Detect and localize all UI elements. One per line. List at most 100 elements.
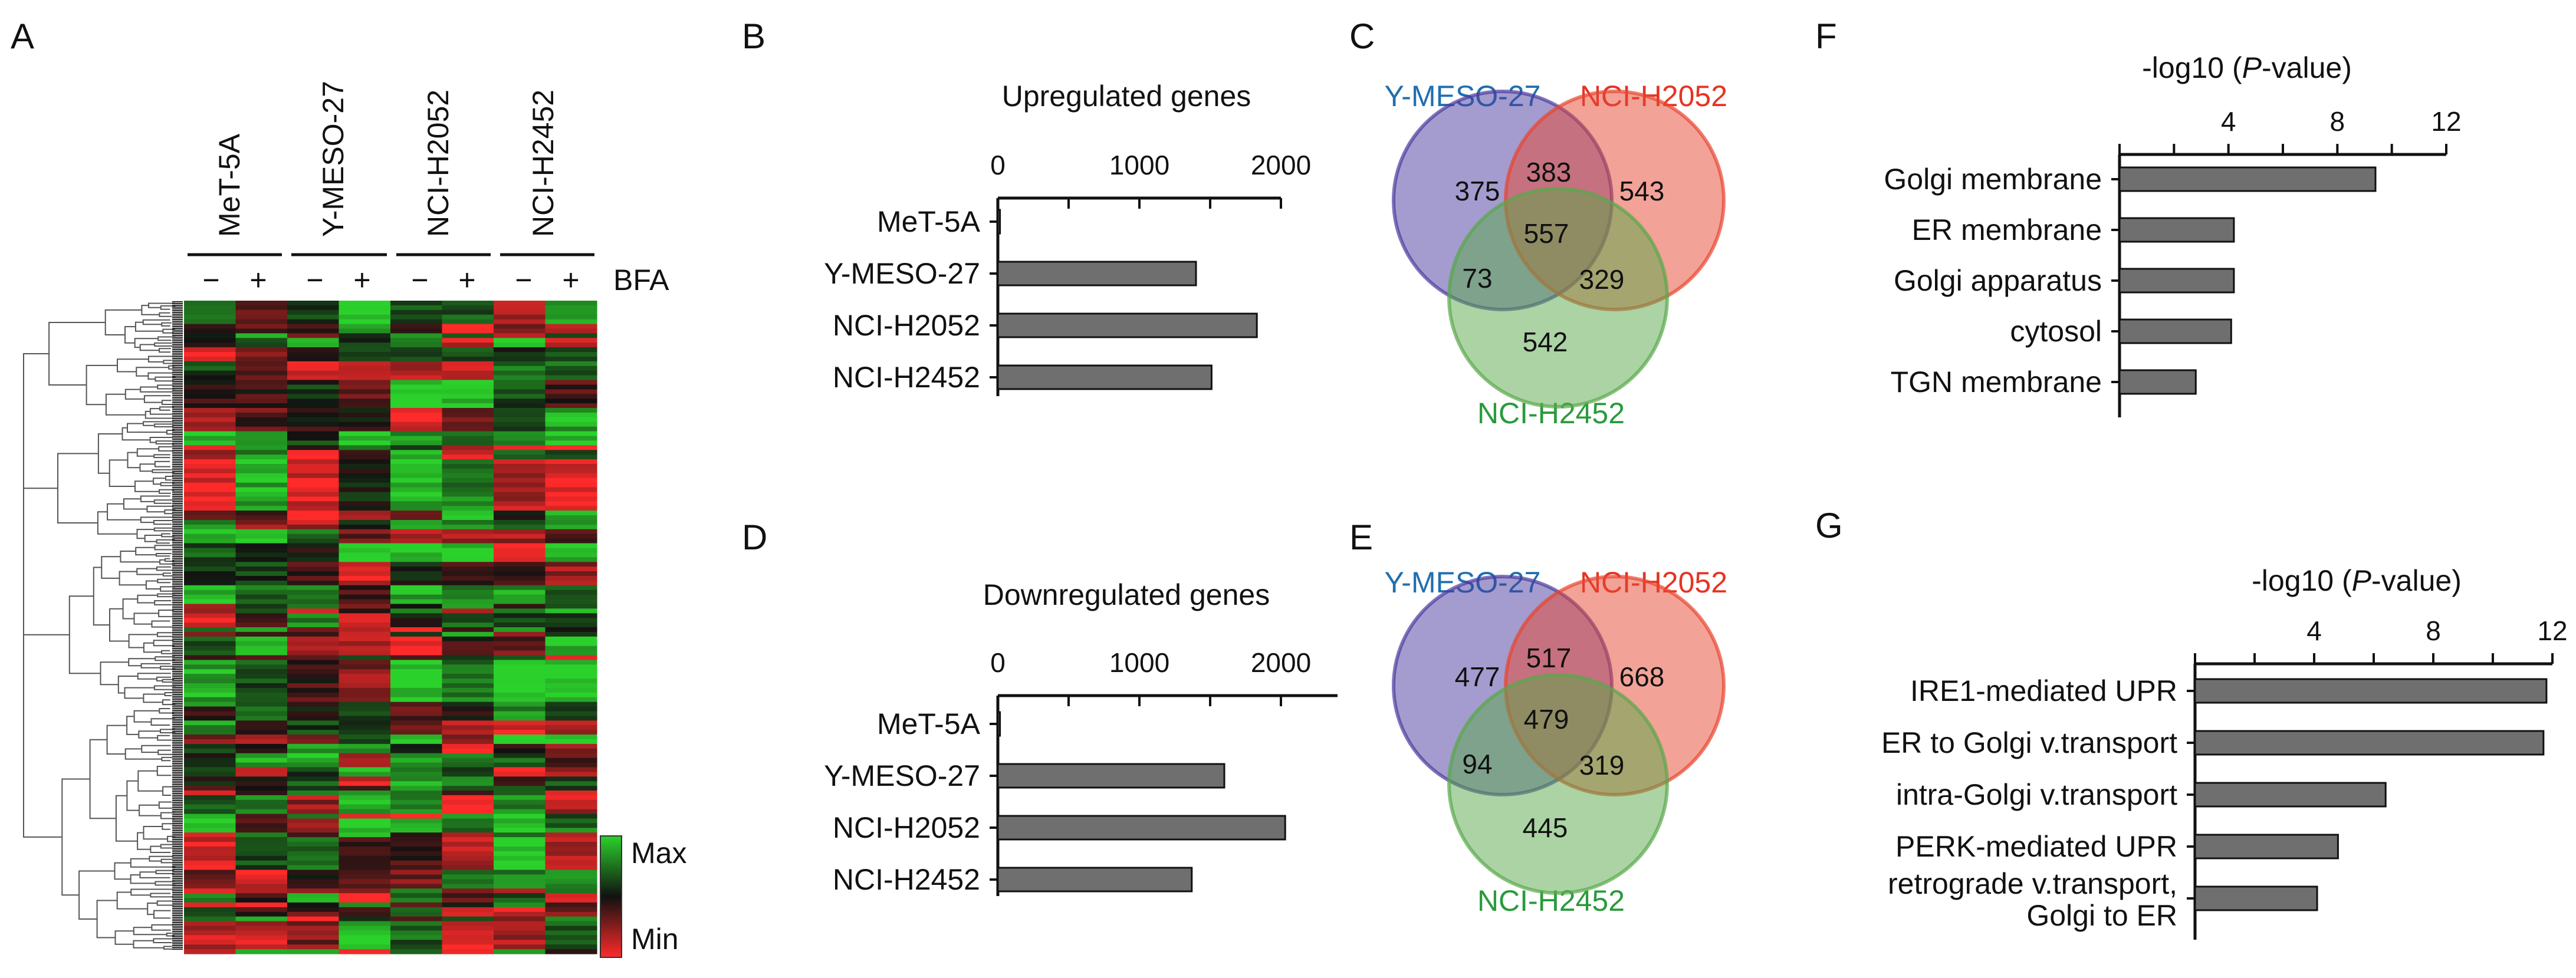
heatmap-cell [545, 847, 597, 852]
heatmap-cell [339, 669, 391, 674]
x-tick-label: 0 [990, 150, 1006, 180]
heatmap-cell [184, 459, 236, 465]
heatmap-cell [235, 674, 288, 679]
heatmap-cell [545, 445, 597, 450]
heatmap-cell [442, 338, 494, 343]
heatmap-cell [184, 911, 236, 917]
heatmap-cell [235, 575, 288, 581]
heatmap-cell [494, 338, 546, 343]
heatmap-cell [235, 571, 288, 577]
heatmap-cell [494, 319, 546, 325]
panel-label-a: A [11, 17, 34, 56]
heatmap-cell [390, 305, 443, 311]
heatmap-col-label-h2052: NCI-H2052 [422, 90, 455, 237]
x-tick-label: 8 [2426, 615, 2441, 646]
heatmap-cell [494, 623, 546, 628]
heatmap-cell [184, 702, 236, 707]
heatmap-cell [287, 417, 340, 423]
heatmap-cell [494, 655, 546, 660]
heatmap-cell [339, 828, 391, 833]
heatmap-cell [390, 791, 443, 796]
heatmap-cell [390, 921, 443, 927]
heatmap-cell [287, 319, 340, 325]
heatmap-cell [339, 599, 391, 604]
heatmap-cell [494, 501, 546, 506]
bar [997, 261, 1197, 287]
heatmap-cell [494, 618, 546, 623]
heatmap-cell [339, 921, 391, 927]
heatmap-cell [494, 842, 546, 847]
heatmap-cell [287, 926, 340, 931]
heatmap-cell [235, 431, 288, 437]
heatmap-cell [339, 767, 391, 772]
heatmap-cell [184, 716, 236, 721]
heatmap-cell [235, 333, 288, 338]
venn-count-ymeso-h2052: 517 [1526, 643, 1572, 673]
heatmap-cell [390, 343, 443, 348]
heatmap-cell [287, 823, 340, 828]
heatmap-cell [390, 855, 443, 861]
heatmap-cell [235, 758, 288, 763]
heatmap-cell [184, 543, 236, 548]
heatmap-treatment-sign: + [458, 264, 475, 297]
heatmap-cell [442, 529, 494, 535]
heatmap-cell [287, 352, 340, 357]
heatmap-cell [287, 748, 340, 754]
heatmap-cell [442, 319, 494, 325]
heatmap-cell [184, 795, 236, 801]
heatmap-cell [287, 683, 340, 689]
heatmap-cell [390, 534, 443, 539]
heatmap-cell [390, 944, 443, 950]
heatmap-cell [545, 455, 597, 460]
heatmap-cell [545, 464, 597, 469]
heatmap-cell [339, 473, 391, 479]
heatmap-cell [235, 380, 288, 385]
heatmap-cell [545, 711, 597, 716]
heatmap-cell [235, 422, 288, 427]
heatmap-cell [339, 627, 391, 633]
heatmap-cell [545, 511, 597, 516]
heatmap-cell [390, 828, 443, 833]
heatmap-cell [545, 380, 597, 385]
heatmap-cell [494, 762, 546, 768]
heatmap-cell [184, 655, 236, 660]
heatmap-cell [287, 365, 340, 371]
heatmap-cell [235, 650, 288, 656]
venn-circles [1392, 90, 1726, 409]
heatmap-cell [287, 464, 340, 469]
heatmap-cell [442, 758, 494, 763]
heatmap-cell [287, 739, 340, 745]
heatmap-cell [184, 870, 236, 875]
heatmap-cell [184, 888, 236, 894]
heatmap-cell [235, 940, 288, 945]
heatmap-cell [235, 781, 288, 786]
heatmap-cell [287, 814, 340, 819]
x-tick-label: 12 [2431, 106, 2461, 137]
heatmap-cell [545, 478, 597, 483]
heatmap-cell [184, 818, 236, 824]
heatmap-cell [545, 921, 597, 927]
heatmap-cell [390, 455, 443, 460]
panel-label-d: D [742, 518, 767, 557]
heatmap-cell [390, 799, 443, 805]
heatmap-cell [494, 828, 546, 833]
heatmap-cell [494, 473, 546, 479]
heatmap-cell [442, 795, 494, 801]
heatmap-cell [287, 309, 340, 315]
heatmap-cell [235, 552, 288, 558]
heatmap-cell [442, 515, 494, 521]
heatmap-cell [287, 399, 340, 404]
heatmap-cell [494, 478, 546, 483]
heatmap-cell [287, 837, 340, 842]
heatmap-cell [184, 823, 236, 828]
heatmap-cell [442, 944, 494, 950]
heatmap-cell [235, 347, 288, 353]
heatmap-cell [339, 543, 391, 548]
heatmap-cell [339, 357, 391, 362]
heatmap-cell [494, 543, 546, 548]
heatmap-cell [545, 791, 597, 796]
heatmap-cell [494, 511, 546, 516]
heatmap-cell [390, 735, 443, 740]
heatmap-cell [184, 921, 236, 927]
heatmap-cell [339, 791, 391, 796]
